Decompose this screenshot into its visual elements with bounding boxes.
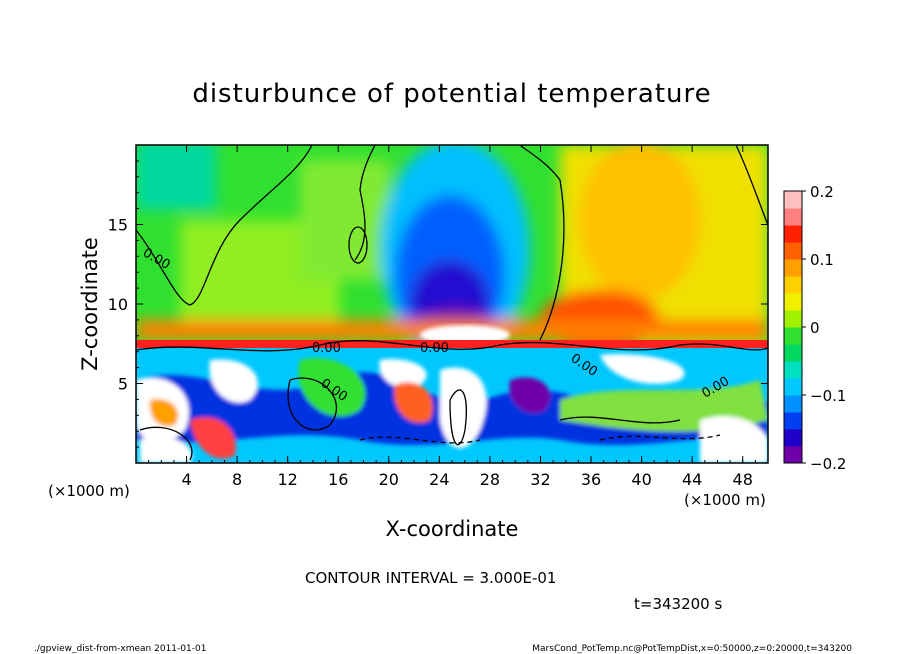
colorbar-swatch — [784, 191, 802, 209]
lower-purple-patch — [509, 377, 551, 414]
chart-title: disturbunce of potential temperature — [192, 79, 711, 109]
colorbar-tick-label: 0.1 — [810, 251, 834, 269]
colorbar-swatch — [784, 310, 802, 328]
warm-core-orange — [580, 145, 700, 300]
upper-mid-lime — [300, 160, 390, 280]
x-tick-label: 32 — [530, 470, 550, 489]
colorbar-swatch — [784, 361, 802, 379]
contour-mid — [354, 145, 376, 261]
x-tick-label: 16 — [328, 470, 348, 489]
contour-low-2 — [449, 389, 467, 446]
colorbar-swatch — [784, 208, 802, 226]
colorbar-swatch — [784, 378, 802, 396]
colorbar-tick-label: 0.2 — [810, 183, 834, 201]
x-tick-label: 20 — [379, 470, 399, 489]
x-tick-label: 40 — [631, 470, 651, 489]
contour-dashed — [359, 436, 481, 444]
lower-white-patch-7 — [140, 436, 192, 463]
colorbar — [784, 191, 802, 464]
contour-low-4 — [559, 416, 681, 424]
lower-white-patch-5 — [600, 354, 685, 384]
x-axis-tick-labels: 4 8 12 16 20 24 28 32 36 40 44 48 — [181, 470, 752, 489]
x-tick-label: 28 — [480, 470, 500, 489]
contour-interval: CONTOUR INTERVAL = 3.000E-01 — [305, 569, 556, 587]
colorbar-swatch — [784, 446, 802, 464]
y-axis-tick-labels: 5 10 15 — [108, 216, 128, 394]
colorbar-tick-label: 0 — [810, 319, 820, 337]
colorbar-swatch — [784, 429, 802, 447]
contour-left — [136, 145, 313, 306]
x-axis-label: X-coordinate — [386, 517, 519, 541]
contour-closed-1 — [348, 226, 368, 264]
boundary-line-red — [136, 340, 768, 348]
lower-green-patch-1 — [298, 358, 366, 417]
y-tick-label: 5 — [118, 375, 128, 394]
y-axis-ticks — [136, 160, 768, 448]
colorbar-tick-label: −0.2 — [810, 455, 846, 473]
y-axis-label: Z-coordinate — [78, 237, 102, 371]
contour-dashed-2 — [599, 434, 721, 441]
contour-right — [735, 145, 768, 226]
contour-center — [519, 145, 565, 341]
lower-white-patch-2 — [209, 359, 258, 403]
x-tick-label: 12 — [278, 470, 298, 489]
contour-low-3 — [287, 377, 337, 431]
lower-red-patch-1 — [190, 417, 236, 459]
lower-orange-patch — [149, 399, 179, 427]
x-tick-label: 44 — [682, 470, 702, 489]
contour-low-1 — [139, 426, 193, 461]
lower-white-patch-6 — [700, 416, 768, 463]
x-tick-label: 8 — [232, 470, 242, 489]
upper-left-cyan — [136, 145, 216, 210]
heatmap-field — [136, 145, 768, 463]
colorbar-swatch — [784, 225, 802, 243]
x-tick-label: 4 — [181, 470, 191, 489]
colorbar-labels: 0.2 0.1 0 −0.1 −0.2 — [802, 183, 846, 473]
y-tick-label: 15 — [108, 216, 128, 235]
colorbar-swatch — [784, 395, 802, 413]
colorbar-tick-label: −0.1 — [810, 387, 846, 405]
lower-red-patch-2 — [394, 382, 433, 423]
colorbar-swatch — [784, 344, 802, 362]
x-axis-ticks — [148, 145, 756, 463]
contour-label: 0.00 — [420, 341, 449, 356]
contour-boundary — [136, 340, 768, 352]
x-tick-label: 48 — [733, 470, 753, 489]
colorbar-swatch — [784, 276, 802, 294]
colorbar-swatch — [784, 327, 802, 345]
x-unit-right: (×1000 m) — [684, 491, 766, 509]
footer-left: ./gpview_dist-from-xmean 2011-01-01 — [34, 644, 206, 654]
contour-label: 0.00 — [312, 341, 341, 356]
colorbar-swatch — [784, 293, 802, 311]
x-tick-label: 36 — [581, 470, 601, 489]
time-label: t=343200 s — [634, 595, 722, 613]
contour-lines — [136, 145, 768, 461]
y-tick-label: 10 — [108, 295, 128, 314]
footer-right: MarsCond_PotTemp.nc@PotTempDist,x=0:5000… — [532, 644, 852, 654]
colorbar-swatch — [784, 412, 802, 430]
colorbar-swatch — [784, 259, 802, 277]
x-tick-label: 24 — [429, 470, 449, 489]
x-unit-left: (×1000 m) — [48, 482, 130, 500]
upper-region-colors — [136, 145, 768, 360]
lower-white-patch-4 — [379, 359, 427, 389]
colorbar-swatch — [784, 242, 802, 260]
